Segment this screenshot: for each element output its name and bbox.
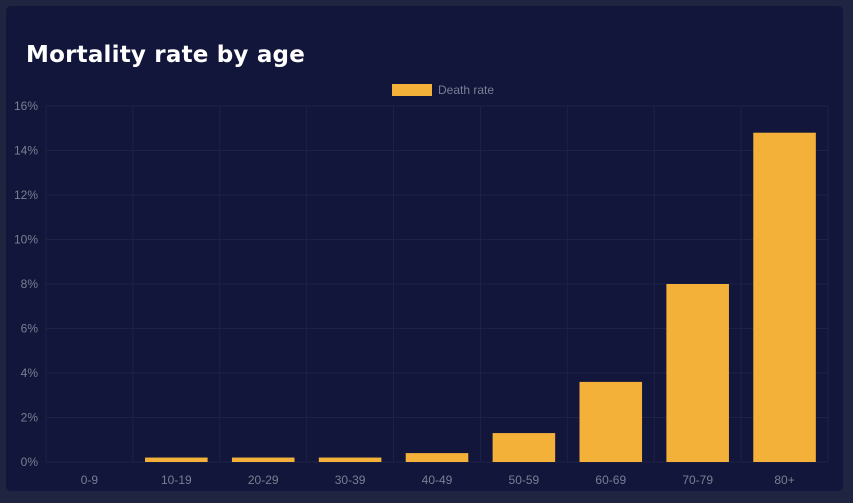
x-tick-label: 0-9 <box>81 473 99 487</box>
x-tick-label: 40-49 <box>422 473 453 487</box>
axis-ticks: 0% 2% 4% 6% 8% 10% 12% 14% 16% 0-9 10-19 20-29 30-39… <box>14 99 795 487</box>
bar-10-19[interactable] <box>145 457 208 462</box>
bars <box>145 132 816 462</box>
chart-card: Mortality rate by age 0% 2% 4% 6% 8% 10% 12% 14… <box>6 6 843 491</box>
x-tick-label: 30-39 <box>335 473 366 487</box>
y-tick-label: 8% <box>21 277 39 291</box>
x-tick-label: 70-79 <box>682 473 713 487</box>
y-tick-label: 12% <box>14 188 38 202</box>
bar-30-39[interactable] <box>318 457 382 462</box>
grid-lines <box>45 105 829 463</box>
bar-40-49[interactable] <box>405 453 469 462</box>
bar-50-59[interactable] <box>492 433 556 462</box>
y-tick-label: 6% <box>21 322 39 336</box>
bar-70-79[interactable] <box>666 284 729 462</box>
y-tick-label: 2% <box>21 411 39 425</box>
bar-20-29[interactable] <box>231 457 295 462</box>
card-title: Mortality rate by age <box>26 42 306 68</box>
x-tick-label: 10-19 <box>161 473 192 487</box>
x-tick-label: 80+ <box>774 473 794 487</box>
legend[interactable]: Death rate <box>392 83 494 97</box>
y-tick-label: 14% <box>14 144 38 158</box>
x-tick-label: 60-69 <box>595 473 626 487</box>
x-tick-label: 50-59 <box>509 473 540 487</box>
bar-chart: 0% 2% 4% 6% 8% 10% 12% 14% 16% 0-9 10-19 20-29 30-39… <box>14 83 829 487</box>
y-tick-label: 16% <box>14 99 38 113</box>
y-tick-label: 10% <box>14 233 38 247</box>
legend-label[interactable]: Death rate <box>438 83 494 97</box>
legend-swatch[interactable] <box>392 84 432 96</box>
y-tick-label: 0% <box>21 455 39 469</box>
y-tick-label: 4% <box>21 366 39 380</box>
x-tick-label: 20-29 <box>248 473 279 487</box>
bar-80+[interactable] <box>753 132 816 462</box>
bar-60-69[interactable] <box>579 381 643 462</box>
